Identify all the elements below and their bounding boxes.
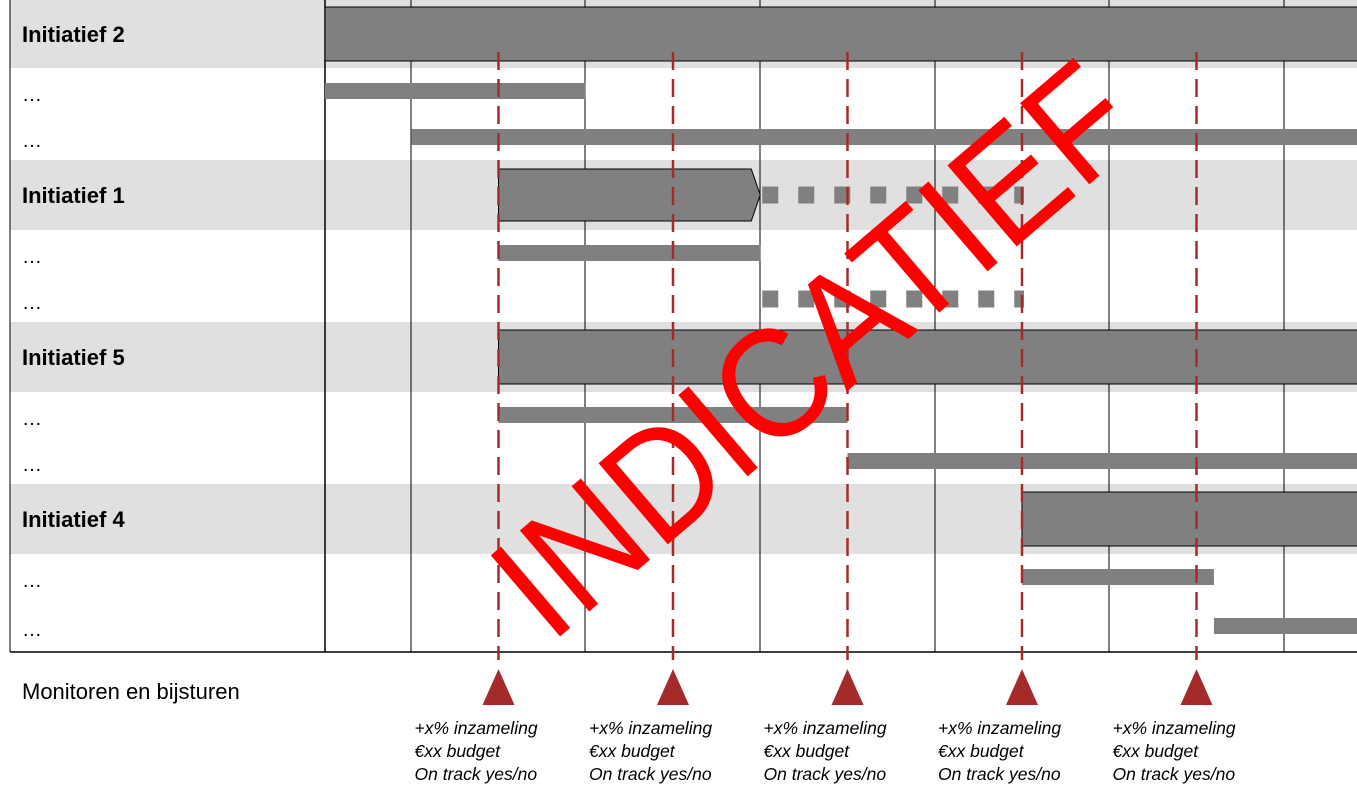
milestone-triangle-icon <box>657 669 689 705</box>
milestone-note: On track yes/no <box>589 764 712 784</box>
gantt-bar-initiative <box>498 168 761 222</box>
milestone-markers: +x% inzameling €xx budget On track yes/no +… <box>415 669 1236 784</box>
milestone-triangle-icon <box>1180 669 1213 705</box>
milestone-note: +x% inzameling <box>1113 718 1236 738</box>
sub-item-label: … <box>22 619 42 641</box>
sub-item-label: … <box>22 570 42 592</box>
sub-item-label: … <box>22 292 42 314</box>
milestone-note: On track yes/no <box>415 764 538 784</box>
milestone-note: €xx budget <box>764 741 851 761</box>
gantt-bars <box>324 6 1357 634</box>
monitor-label: Monitoren en bijsturen <box>22 679 240 704</box>
sub-item-label: … <box>22 408 42 430</box>
row-labels: Initiatief 2 … … Initiatief 1 … … Initiatief 5… <box>22 22 125 641</box>
milestone-lines <box>497 52 1198 660</box>
grid-lines <box>9 0 1357 653</box>
milestone-note: On track yes/no <box>1113 764 1236 784</box>
milestone-triangle-icon <box>831 669 864 705</box>
milestone-note: €xx budget <box>1113 741 1200 761</box>
gantt-bar-sub <box>1022 569 1214 585</box>
initiative-label: Initiatief 4 <box>22 507 125 532</box>
milestone-note: €xx budget <box>589 741 676 761</box>
milestone-note: +x% inzameling <box>764 718 887 738</box>
sub-item-label: … <box>22 130 42 152</box>
milestone-note: +x% inzameling <box>938 718 1061 738</box>
gantt-bar-initiative <box>498 329 1357 385</box>
initiative-label: Initiatief 5 <box>22 345 125 370</box>
milestone-note: €xx budget <box>415 741 502 761</box>
gantt-bar-sub <box>1213 618 1357 634</box>
milestone-note: On track yes/no <box>764 764 887 784</box>
gantt-bar-initiative <box>1021 491 1357 547</box>
gantt-bar-initiative <box>324 6 1357 62</box>
milestone-note: +x% inzameling <box>415 718 538 738</box>
gantt-bar-sub <box>498 245 761 261</box>
milestone-note: +x% inzameling <box>589 718 712 738</box>
gantt-bar-sub <box>847 453 1357 469</box>
milestone-triangle-icon <box>482 669 515 705</box>
gantt-bar-sub <box>411 129 1357 145</box>
sub-item-label: … <box>22 84 42 106</box>
sub-item-label: … <box>22 246 42 268</box>
milestone-triangle-icon <box>1006 669 1038 705</box>
initiative-label: Initiatief 2 <box>22 22 125 47</box>
gantt-bar-sub <box>325 83 586 99</box>
initiative-label: Initiatief 1 <box>22 183 125 208</box>
milestone-note: On track yes/no <box>938 764 1061 784</box>
milestone-note: €xx budget <box>938 741 1025 761</box>
sub-item-label: … <box>22 454 42 476</box>
